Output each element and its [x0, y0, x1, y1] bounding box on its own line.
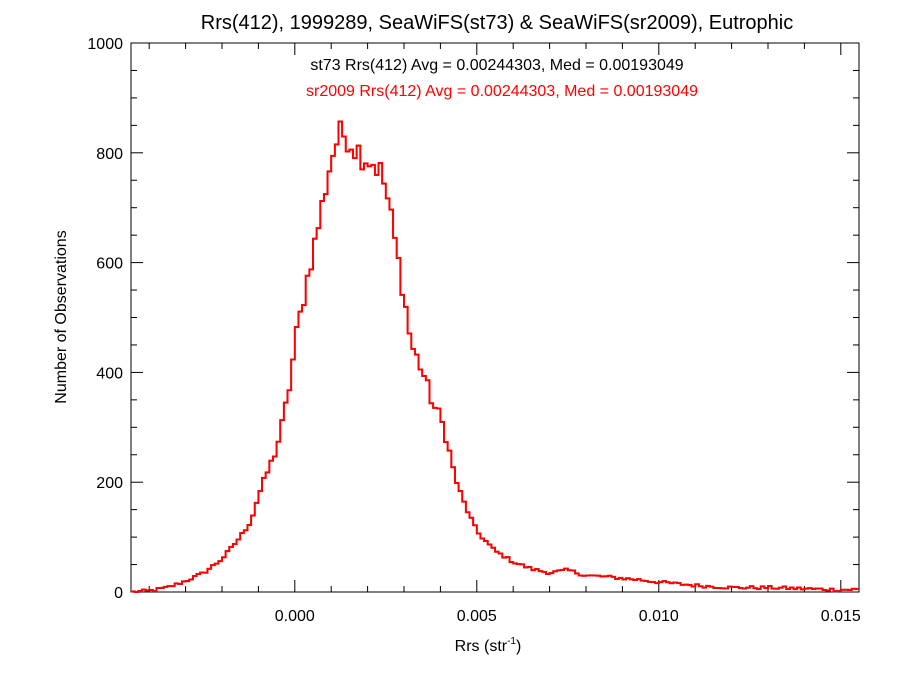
series-layer [131, 120, 859, 593]
x-axis-label-sup: -1 [507, 636, 516, 647]
x-axis-label-base: Rrs (str [455, 638, 508, 655]
y-tick-label: 600 [96, 256, 123, 273]
x-tick-labels: 0.000 0.005 0.010 0.015 [275, 608, 861, 625]
annotation-st73: st73 Rrs(412) Avg = 0.00244303, Med = 0.… [310, 57, 683, 74]
x-axis-label-tail: ) [516, 638, 521, 655]
y-tick-label: 1000 [87, 36, 123, 53]
y-tick-label: 800 [96, 146, 123, 163]
chart-title: Rrs(412), 1999289, SeaWiFS(st73) & SeaWi… [201, 12, 793, 34]
x-tick-label: 0.010 [639, 608, 679, 625]
y-tick-labels: 0 200 400 600 800 1000 [87, 36, 123, 602]
axis-ticks [131, 42, 859, 593]
plot-frame [130, 42, 860, 593]
y-tick-label: 0 [114, 585, 123, 602]
y-tick-label: 400 [96, 365, 123, 382]
y-axis-label: Number of Observations [53, 230, 70, 403]
x-axis-label: Rrs (str-1) [455, 636, 522, 655]
annotation-sr2009: sr2009 Rrs(412) Avg = 0.00244303, Med = … [306, 83, 698, 100]
x-tick-label: 0.015 [821, 608, 861, 625]
x-tick-label: 0.005 [457, 608, 497, 625]
x-tick-label: 0.000 [275, 608, 315, 625]
y-tick-label: 200 [96, 475, 123, 492]
histogram-series-st73 [131, 120, 859, 593]
histogram-series-sr2009 [131, 120, 859, 593]
